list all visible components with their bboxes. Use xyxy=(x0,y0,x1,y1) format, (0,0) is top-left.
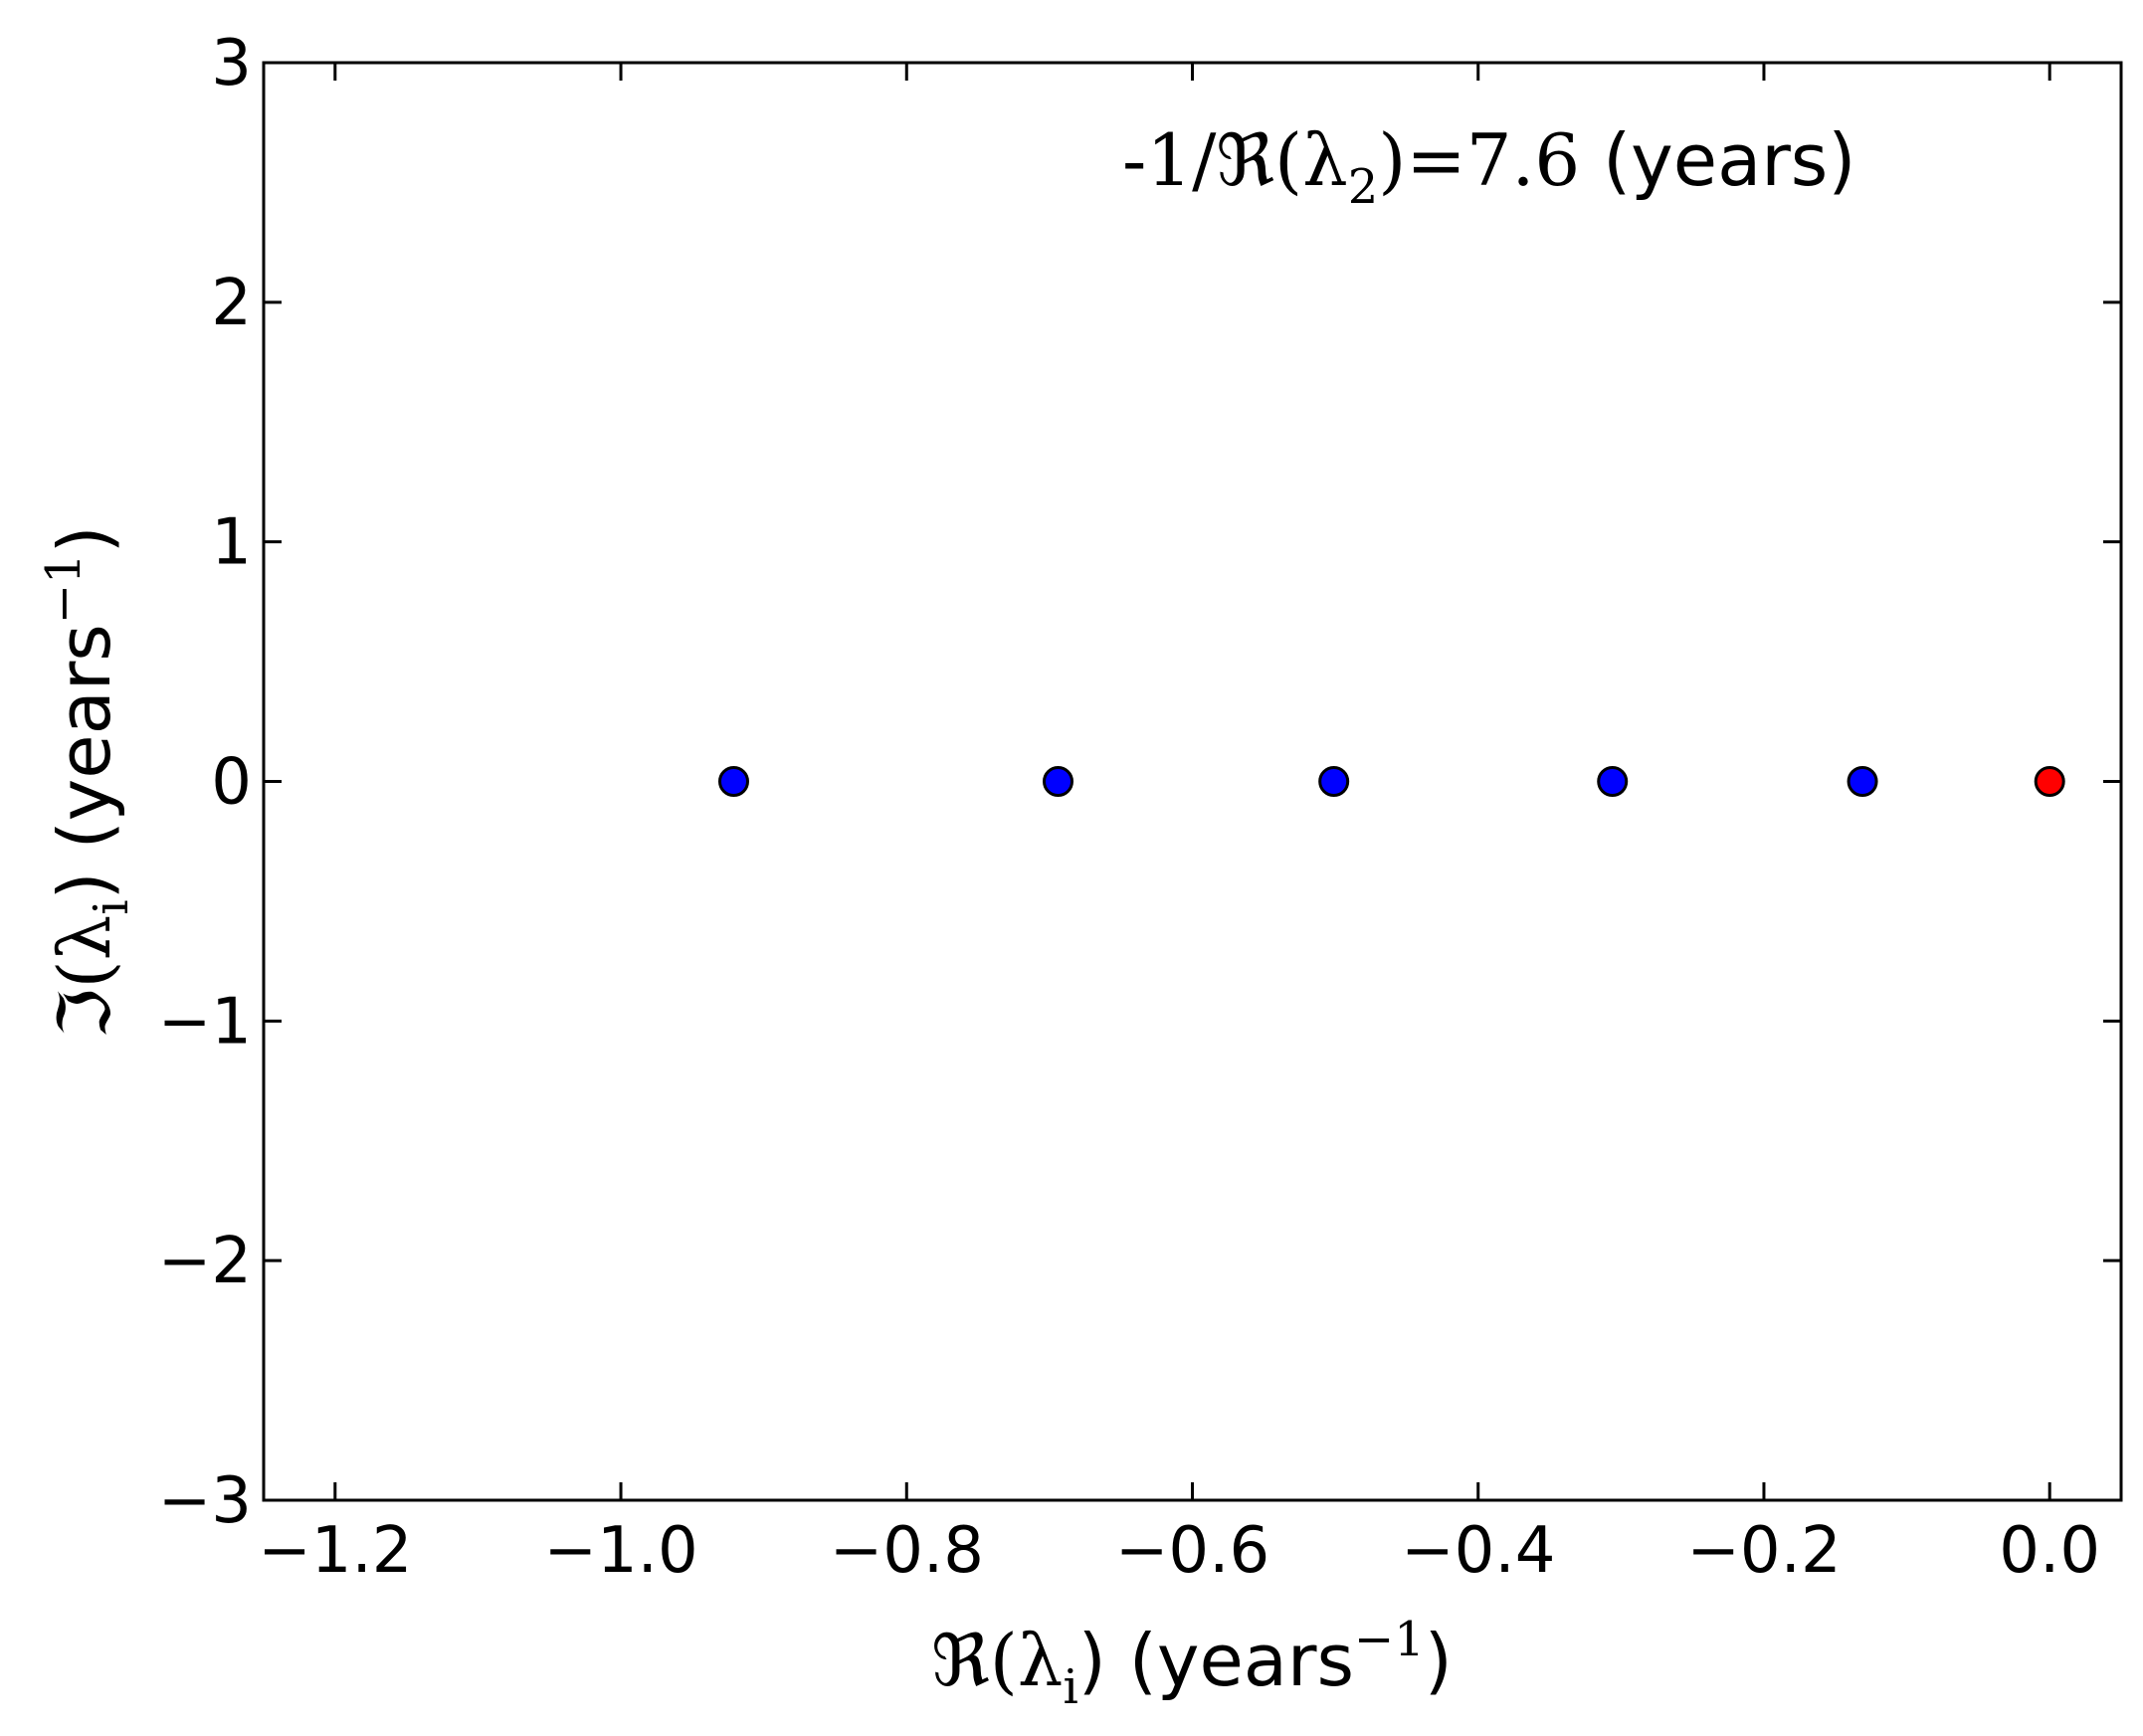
data-point xyxy=(1043,766,1074,797)
y-tick-label: 2 xyxy=(211,267,252,340)
y-tick-label: 3 xyxy=(211,27,252,100)
data-point xyxy=(1318,766,1350,797)
x-tick-label: −0.4 xyxy=(1401,1514,1555,1588)
plot-area xyxy=(262,61,2123,1502)
y-tick-labels: −3 −2 −1 0 1 2 3 xyxy=(158,27,252,1538)
y-tick-label: 1 xyxy=(211,506,252,580)
axis-ticks xyxy=(264,61,2121,1502)
x-axis-label: ℜ(λi) (years−1) xyxy=(931,1612,1453,1715)
x-tick-labels: −1.2 −1.0 −0.8 −0.6 −0.4 −0.2 0.0 xyxy=(258,1514,2100,1588)
x-tick-label: −1.2 xyxy=(258,1514,412,1588)
x-tick-label: −0.2 xyxy=(1686,1514,1841,1588)
x-tick-label: −1.0 xyxy=(543,1514,697,1588)
y-tick-label: −3 xyxy=(158,1464,252,1538)
data-point xyxy=(1847,766,1878,797)
y-tick-label: −1 xyxy=(158,985,252,1059)
y-tick-label: 0 xyxy=(211,746,252,820)
y-axis-label: ℑ(λi) (years−1) xyxy=(36,525,139,1038)
y-tick-label: −2 xyxy=(158,1225,252,1298)
x-tick-label: 0.0 xyxy=(1999,1514,2100,1588)
data-point xyxy=(2034,766,2065,797)
annotation-text: -1/ℜ(λ2)=7.6 (years) xyxy=(1122,118,1855,215)
x-tick-label: −0.6 xyxy=(1115,1514,1269,1588)
data-point xyxy=(1597,766,1629,797)
data-point xyxy=(717,766,749,797)
data-points xyxy=(717,766,2065,797)
x-tick-label: −0.8 xyxy=(830,1514,984,1588)
